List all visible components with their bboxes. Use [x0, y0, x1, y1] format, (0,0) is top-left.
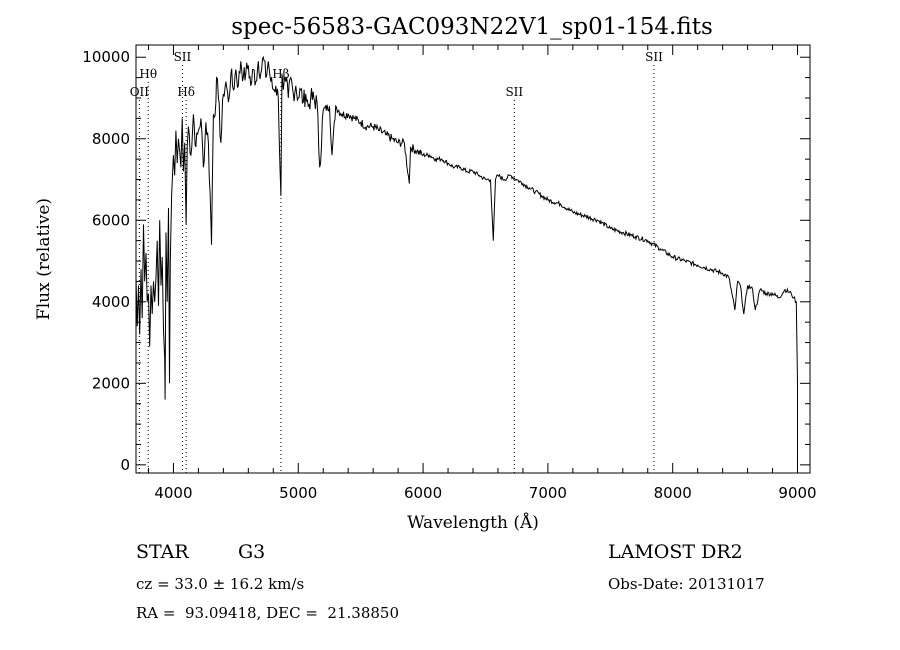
line-label-3: Hδ	[177, 85, 195, 99]
line-label-6: SII	[645, 50, 663, 64]
y-tick-label-1: 2000	[92, 374, 130, 392]
chart-title: spec-56583-GAC093N22V1_sp01-154.fits	[231, 14, 713, 40]
x-tick-label-4: 8000	[654, 484, 692, 502]
y-tick-label-0: 0	[120, 456, 130, 474]
object-subclass: G3	[238, 541, 266, 563]
x-tick-label-1: 5000	[279, 484, 317, 502]
x-tick-label-3: 7000	[529, 484, 567, 502]
spectrum-line	[135, 55, 798, 465]
line-label-5: SII	[505, 85, 523, 99]
y-tick-label-5: 10000	[82, 48, 130, 66]
y-tick-label-3: 6000	[92, 211, 130, 229]
y-axis-label: Flux (relative)	[34, 198, 54, 320]
observation-date: Obs-Date: 20131017	[608, 575, 765, 593]
x-tick-label-2: 6000	[404, 484, 442, 502]
x-tick-label-5: 9000	[778, 484, 816, 502]
line-label-0: OII	[130, 85, 150, 99]
y-tick-label-2: 4000	[92, 293, 130, 311]
x-tick-label-0: 4000	[154, 484, 192, 502]
x-axis-label: Wavelength (Å)	[407, 512, 539, 533]
redshift-readout: cz = 33.0 ± 16.2 km/s	[136, 575, 305, 593]
y-tick-label-4: 8000	[92, 130, 130, 148]
line-label-2: SII	[174, 50, 192, 64]
object-class: STAR	[136, 541, 189, 563]
plot-frame	[135, 44, 811, 474]
line-label-1: Hθ	[139, 67, 157, 81]
axis-ticks: 4000 5000 6000 7000 8000 9000 0 2000 4000 6000 800…	[82, 45, 817, 502]
survey-name: LAMOST DR2	[608, 541, 743, 563]
coordinates-readout: RA = 93.09418, DEC = 21.38850	[136, 604, 400, 622]
